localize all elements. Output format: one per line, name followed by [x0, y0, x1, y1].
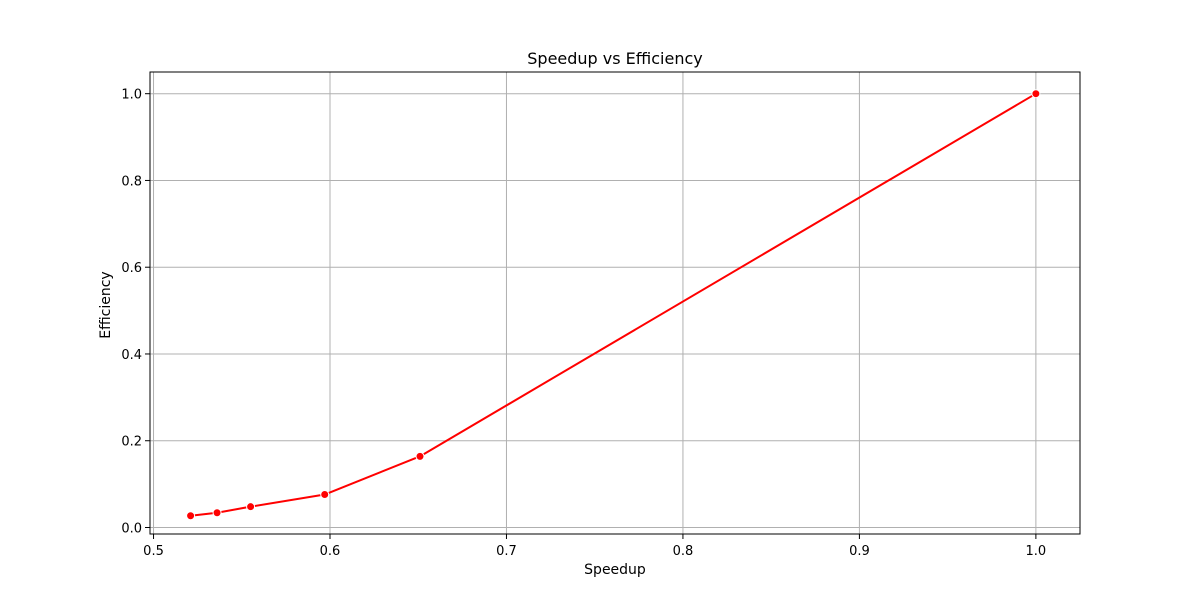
plot-area-frame — [149, 71, 1081, 535]
y-tick-label: 0.8 — [121, 174, 142, 189]
y-axis-label: Efficiency — [98, 271, 114, 338]
data-point — [415, 451, 425, 461]
chart-title: Speedup vs Efficiency — [527, 49, 703, 68]
data-point — [320, 490, 330, 500]
x-axis-label: Speedup — [584, 562, 646, 578]
data-point — [1031, 89, 1041, 99]
series-line — [190, 92, 1037, 517]
y-tick-label: 0.4 — [121, 348, 142, 363]
y-tick-label: 0.6 — [121, 261, 142, 276]
data-point — [246, 502, 256, 512]
x-tick-label: 0.8 — [673, 544, 694, 559]
data-point — [186, 511, 196, 521]
series-layer — [186, 89, 1041, 521]
x-tick-label: 0.5 — [143, 544, 164, 559]
x-tick-label: 0.6 — [320, 544, 341, 559]
x-axis-ticks: 0.5 0.6 0.7 0.8 0.9 1.0 — [143, 534, 1046, 559]
x-tick-label: 0.9 — [849, 544, 870, 559]
y-axis-ticks: 0.0 0.2 0.4 0.6 0.8 1.0 — [121, 88, 150, 536]
data-point — [212, 508, 222, 518]
y-tick-label: 1.0 — [121, 88, 142, 103]
grid-lines — [150, 72, 1080, 534]
y-tick-label: 0.0 — [121, 521, 142, 536]
y-tick-label: 0.2 — [121, 435, 142, 450]
x-tick-label: 1.0 — [1026, 544, 1047, 559]
x-tick-label: 0.7 — [496, 544, 517, 559]
